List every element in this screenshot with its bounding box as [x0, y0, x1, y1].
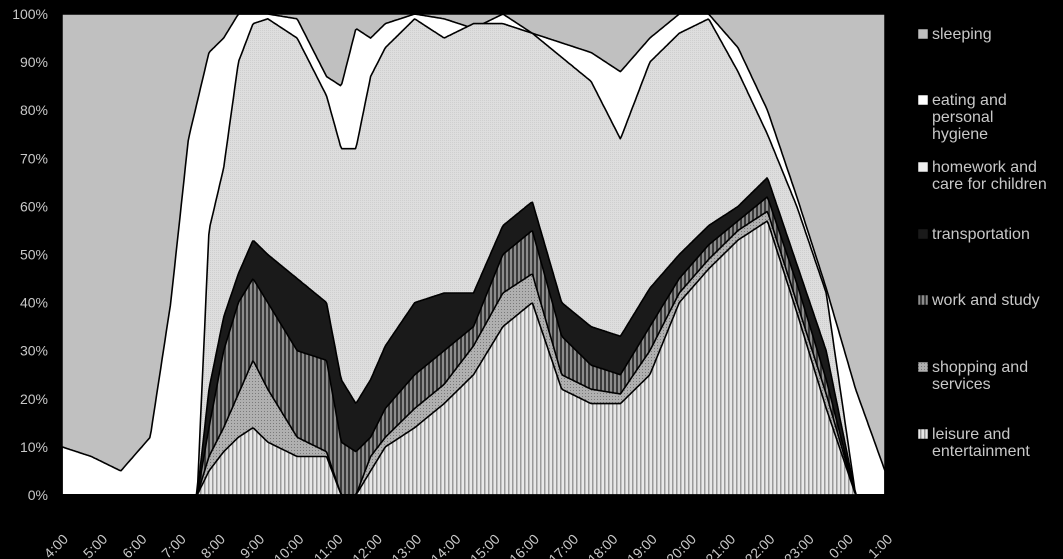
legend-label: transportation	[932, 226, 1030, 243]
y-tick-label: 40%	[20, 295, 48, 311]
x-tick-label: 8:00	[198, 531, 229, 559]
legend-swatch	[917, 294, 929, 306]
x-tick-label: 4:00	[41, 531, 72, 559]
x-tick-label: 13:00	[388, 531, 424, 559]
x-tick-label: 14:00	[428, 531, 464, 559]
legend-swatch	[917, 361, 929, 373]
legend-swatch	[917, 94, 929, 106]
legend-swatch	[917, 428, 929, 440]
x-tick-label: 1:00	[865, 531, 896, 559]
x-tick-label: 10:00	[271, 531, 307, 559]
x-tick-label: 15:00	[467, 531, 503, 559]
legend-label: eating and personal hygiene	[932, 92, 1007, 143]
x-tick-label: 19:00	[624, 531, 660, 559]
x-tick-label: 7:00	[158, 531, 189, 559]
x-tick-label: 5:00	[80, 531, 111, 559]
legend-label: leisure and entertainment	[932, 426, 1030, 460]
x-tick-label: 23:00	[781, 531, 817, 559]
plot-border	[61, 13, 886, 496]
y-tick-label: 10%	[20, 439, 48, 455]
x-tick-label: 6:00	[119, 531, 150, 559]
x-tick-label: 0:00	[826, 531, 857, 559]
x-tick-label: 12:00	[349, 531, 385, 559]
legend-label: work and study	[931, 292, 1040, 309]
x-tick-label: 21:00	[702, 531, 738, 559]
legend-swatch	[917, 228, 929, 240]
x-tick-label: 17:00	[545, 531, 581, 559]
x-tick-label: 20:00	[663, 531, 699, 559]
legend-swatch	[917, 161, 929, 173]
legend-label: shopping and services	[932, 359, 1028, 393]
x-tick-label: 18:00	[585, 531, 621, 559]
y-tick-label: 60%	[20, 198, 48, 214]
x-tick-label: 22:00	[742, 531, 778, 559]
y-tick-label: 30%	[20, 343, 48, 359]
x-tick-label: 11:00	[311, 531, 347, 559]
y-tick-label: 20%	[20, 391, 48, 407]
y-tick-label: 90%	[20, 54, 48, 70]
legend-swatch	[917, 28, 929, 40]
y-tick-label: 0%	[28, 487, 48, 503]
legend-label: sleeping	[932, 26, 992, 43]
leisure-area	[61, 220, 886, 496]
y-tick-label: 50%	[20, 247, 48, 263]
legend: sleeping eating and personal hygiene homewor…	[917, 26, 1047, 460]
x-axis-ticks: 4:00 5:00 6:00 7:00 8:00 9:00 10:00 11:00 12:00 1…	[41, 531, 896, 559]
x-tick-label: 9:00	[237, 531, 268, 559]
legend-label: homework and care for children	[932, 159, 1047, 193]
series-areas	[61, 13, 886, 496]
x-tick-label: 16:00	[506, 531, 542, 559]
y-tick-label: 80%	[20, 102, 48, 118]
y-tick-label: 70%	[20, 150, 48, 166]
y-axis-ticks: 0% 10% 20% 30% 40% 50% 60% 70% 80% 90% 100%	[12, 6, 48, 503]
y-tick-label: 100%	[12, 6, 48, 22]
